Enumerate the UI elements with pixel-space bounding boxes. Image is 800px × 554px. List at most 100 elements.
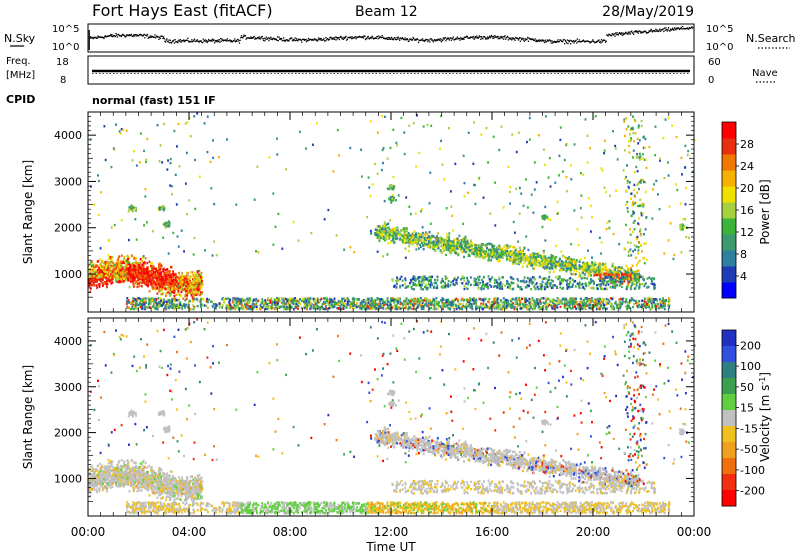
noise-point [143,33,145,35]
noise-point [240,35,243,37]
power-cell [90,269,93,273]
noise-point [634,31,636,33]
power-cell [534,302,536,306]
noise-point [685,27,687,30]
noise-point [95,36,97,38]
noise-point [575,39,577,42]
power-cell [168,286,171,289]
power-cell [103,281,106,284]
power-cell [139,267,142,271]
noise-point [322,39,324,41]
noise-point [285,39,287,42]
power-cell [108,260,111,264]
noise-point [265,36,267,38]
power-cell [88,276,91,279]
power-cell [546,303,549,306]
power-cell [179,276,182,280]
power-cell [89,287,92,290]
noise-point [309,38,312,41]
noise-point [615,33,617,36]
noise-point [253,35,255,38]
noise-point [569,39,571,41]
noise-point [275,38,277,41]
power-cell [111,281,114,284]
noise-point [690,27,692,29]
noise-point [150,35,153,37]
power-cell [107,257,110,260]
power-cell [601,307,604,310]
power-cell [171,279,174,283]
noise-point [160,35,162,37]
noise-point [417,41,420,44]
power-cell [360,307,363,311]
noise-point [430,38,432,40]
power-cell [91,264,93,268]
noise-point [613,33,615,35]
noise-point [447,37,450,39]
power-cell [161,276,163,279]
noise-point [248,37,251,39]
power-cell [131,262,134,265]
noise-point [395,38,397,40]
noise-point [364,38,367,41]
power-cell [99,279,102,282]
noise-point [283,37,285,39]
noise-point [320,37,322,40]
noise-point [188,41,190,43]
noise-point [464,36,467,39]
power-cell [524,297,527,300]
power-cell [344,299,346,303]
power-cell [168,298,171,302]
noise-point [622,32,624,34]
power-cell [163,272,166,275]
noise-point [256,37,259,39]
power-cell [617,304,620,307]
noise-point [593,41,595,43]
noise-point [560,40,562,42]
noise-point [339,36,341,39]
noise-point [441,39,444,42]
power-cell [135,274,138,277]
noise-point [521,38,523,41]
noise-point [425,39,428,41]
power-cell [270,305,273,308]
noise-point [462,37,465,39]
noise-point [319,39,322,41]
power-cell [134,271,137,274]
noise-point [610,34,612,37]
power-cell [165,291,168,295]
power-cell [190,287,193,290]
power-cell [284,297,287,301]
power-cell [102,269,105,272]
power-cell [138,284,141,288]
noise-point [661,29,663,31]
noise-point [354,36,357,38]
noise-point [568,40,570,43]
power-cell [615,303,618,306]
noise-point [445,38,448,40]
power-cell [298,301,301,305]
freq-tick-top: 18 [56,57,69,68]
noise-point [266,38,269,40]
power-cell [171,273,174,276]
noise-point [678,28,680,30]
power-cell [102,284,104,288]
power-cell [98,268,101,272]
noise-point [414,39,416,41]
noise-point [551,42,554,44]
power-cell [157,280,160,283]
noise-point [138,34,141,36]
power-cell [189,289,192,293]
power-cell [618,298,621,301]
noise-point [639,31,642,33]
power-cell [131,275,134,278]
power-cell [275,298,278,301]
noise-point [445,40,447,42]
noise-point [656,29,658,31]
power-cell [325,306,328,310]
power-cell [117,277,120,280]
power-cell [160,299,163,302]
power-cell [240,300,243,303]
noise-point [191,41,194,43]
power-cell [195,279,198,283]
